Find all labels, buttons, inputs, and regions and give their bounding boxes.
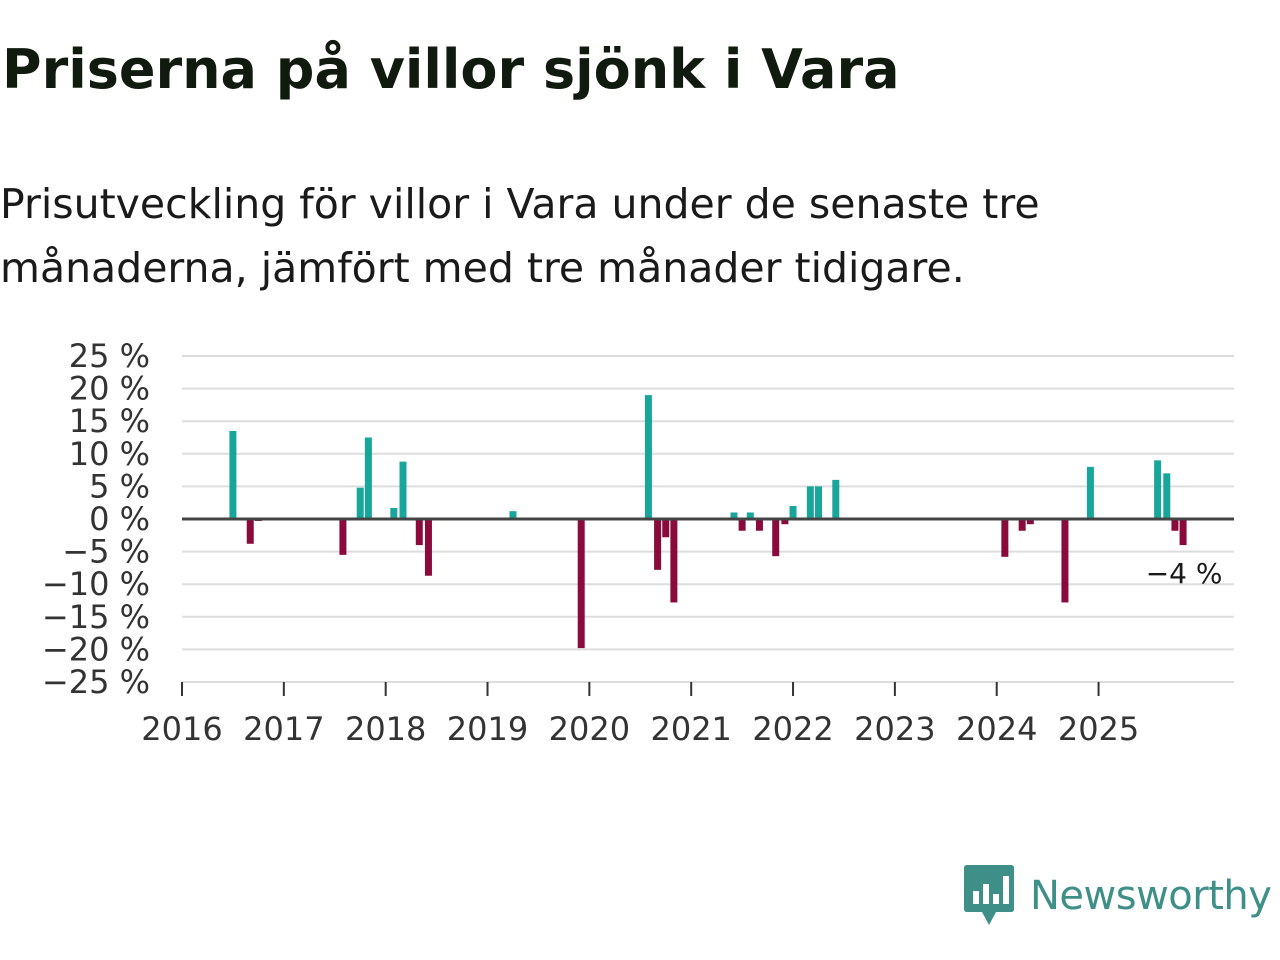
bar	[415, 519, 423, 546]
newsworthy-logo-icon	[964, 865, 1014, 925]
chart-subtitle: Prisutveckling för villor i Vara under d…	[0, 180, 1040, 292]
y-tick-label: 5 %	[89, 467, 150, 505]
y-tick-label: 20 %	[69, 370, 150, 408]
bar	[644, 395, 652, 519]
bar	[755, 519, 763, 531]
bar	[670, 519, 678, 603]
y-tick-label: −20 %	[42, 630, 150, 668]
x-tick-label: 2021	[650, 710, 731, 748]
x-tick-label: 2023	[854, 710, 935, 748]
y-tick-label: 15 %	[69, 402, 150, 440]
bar	[509, 511, 517, 519]
bar	[738, 519, 746, 531]
y-tick-label: 25 %	[69, 337, 150, 375]
bar	[229, 430, 237, 519]
bar	[356, 487, 364, 519]
bar	[246, 519, 254, 544]
bar	[339, 519, 347, 555]
bar	[1154, 460, 1162, 519]
brand-name: Newsworthy	[1030, 873, 1272, 919]
bar	[789, 505, 797, 519]
bar	[654, 519, 662, 570]
bar	[1179, 519, 1187, 546]
bar	[1018, 519, 1026, 531]
y-tick-label: −10 %	[42, 565, 150, 603]
x-tick-label: 2022	[752, 710, 833, 748]
y-tick-label: −15 %	[42, 598, 150, 636]
bar	[1086, 466, 1094, 519]
bar	[814, 486, 822, 519]
brand-logo: Newsworthy	[964, 864, 1272, 928]
bar	[662, 519, 670, 538]
bar	[364, 437, 372, 519]
x-tick-label: 2016	[141, 710, 222, 748]
y-tick-label: −25 %	[42, 663, 150, 701]
bar	[1171, 519, 1179, 531]
y-tick-label: −5 %	[62, 533, 150, 571]
chart-title: Priserna på villor sjönk i Vara	[2, 38, 900, 101]
x-tick-label: 2017	[243, 710, 324, 748]
x-tick-label: 2019	[447, 710, 528, 748]
bar	[399, 461, 407, 519]
bar	[832, 479, 840, 519]
x-tick-label: 2025	[1058, 710, 1139, 748]
bar	[424, 519, 432, 576]
y-tick-label: 0 %	[89, 500, 150, 538]
bar-chart: 25 %20 %15 %10 %5 %0 %−5 %−10 %−15 %−20 …	[42, 337, 1234, 748]
bar	[746, 512, 754, 519]
x-tick-label: 2020	[549, 710, 630, 748]
y-tick-label: 10 %	[69, 435, 150, 473]
bar	[1163, 473, 1171, 519]
bar	[577, 519, 585, 649]
latest-value-label: −4 %	[1146, 557, 1223, 590]
bar	[806, 486, 814, 519]
bar	[772, 519, 780, 557]
bar	[730, 512, 738, 519]
x-tick-label: 2024	[956, 710, 1037, 748]
x-tick-label: 2018	[345, 710, 426, 748]
bar	[781, 519, 789, 525]
bar	[1001, 519, 1009, 557]
bar	[390, 507, 398, 519]
bar	[1026, 519, 1034, 525]
bar	[1061, 519, 1069, 603]
